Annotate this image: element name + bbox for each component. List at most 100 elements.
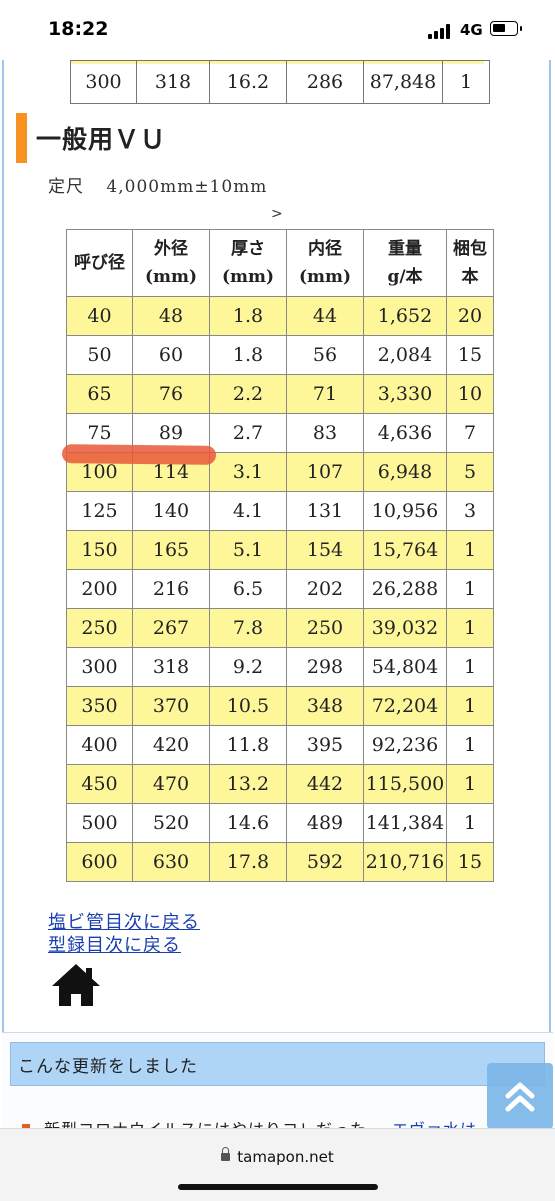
table-cell: 395 <box>286 725 364 765</box>
table-row: 125 140 4.1 131 10,956 3 <box>66 491 494 531</box>
table-cell: 1 <box>446 608 494 648</box>
status-time: 18:22 <box>48 18 109 40</box>
table-row: 150 165 5.1 154 15,764 1 <box>66 530 494 570</box>
table-cell: 6.5 <box>209 569 287 609</box>
col-header-nominal-size: 呼び径 <box>66 229 133 297</box>
table-cell: 442 <box>286 764 364 804</box>
table-row: 250 267 7.8 250 39,032 1 <box>66 608 494 648</box>
table-row: 450 470 13.2 442 115,500 1 <box>66 764 494 804</box>
table-row: 50 60 1.8 56 2,084 15 <box>66 335 494 375</box>
table-cell: 400 <box>66 725 133 765</box>
table-cell: 92,236 <box>363 725 447 765</box>
table-cell: 26,288 <box>363 569 447 609</box>
table-cell: 2,084 <box>363 335 447 375</box>
table-cell: 202 <box>286 569 364 609</box>
table-cell: 489 <box>286 803 364 843</box>
standard-length-note: 定尺 4,000mm±10mm <box>48 172 267 197</box>
table-cell: 1 <box>442 60 490 104</box>
scroll-to-top-button[interactable] <box>487 1063 553 1129</box>
table-row: 600 630 17.8 592 210,716 15 <box>66 842 494 882</box>
table-cell: 154 <box>286 530 364 570</box>
section-title: 一般用ＶＵ <box>36 125 167 154</box>
previous-table-fragment: 300 318 16.2 286 87,848 1 <box>70 60 490 104</box>
back-to-pvc-index-link[interactable]: 塩ビ管目次に戻る <box>48 912 200 933</box>
table-cell: 200 <box>66 569 133 609</box>
table-cell: 48 <box>132 296 210 336</box>
table-cell: 1 <box>446 530 494 570</box>
table-cell: 300 <box>66 647 133 687</box>
table-row: 400 420 11.8 395 92,236 1 <box>66 725 494 765</box>
table-row: 300 318 16.2 286 87,848 1 <box>70 60 490 104</box>
table-cell: 87,848 <box>363 60 443 104</box>
table-cell: 1 <box>446 803 494 843</box>
table-cell: 60 <box>132 335 210 375</box>
table-cell: 5 <box>446 452 494 492</box>
table-cell: 10,956 <box>363 491 447 531</box>
table-cell: 14.6 <box>209 803 287 843</box>
table-cell: 72,204 <box>363 686 447 726</box>
lock-icon <box>221 1147 231 1161</box>
content-frame <box>2 60 551 1135</box>
table-cell: 44 <box>286 296 364 336</box>
table-cell: 1 <box>446 647 494 687</box>
table-cell: 140 <box>132 491 210 531</box>
home-indicator[interactable] <box>178 1184 378 1190</box>
table-row: 300 318 9.2 298 54,804 1 <box>66 647 494 687</box>
col-header-outer-diameter: 外径 (mm) <box>132 229 210 297</box>
signal-strength-icon <box>428 23 454 39</box>
table-cell: 1,652 <box>363 296 447 336</box>
table-cell: 125 <box>66 491 133 531</box>
home-icon[interactable] <box>50 962 102 1008</box>
scroll-hint-arrow: > <box>271 206 283 222</box>
table-cell: 115,500 <box>363 764 447 804</box>
table-row: 200 216 6.5 202 26,288 1 <box>66 569 494 609</box>
col-header-weight: 重量 g/本 <box>363 229 447 297</box>
browser-url-bar[interactable] <box>0 1128 555 1201</box>
table-cell: 107 <box>286 452 364 492</box>
table-cell: 15 <box>446 335 494 375</box>
table-cell: 65 <box>66 374 133 414</box>
table-cell: 3.1 <box>209 452 287 492</box>
updates-heading: こんな更新をしました <box>18 1057 198 1077</box>
table-cell: 13.2 <box>209 764 287 804</box>
table-cell: 216 <box>132 569 210 609</box>
table-cell: 318 <box>132 647 210 687</box>
col-header-thickness: 厚さ (mm) <box>209 229 287 297</box>
section-accent-bar <box>16 113 27 163</box>
table-cell: 4,636 <box>363 413 447 453</box>
table-cell: 54,804 <box>363 647 447 687</box>
table-cell: 71 <box>286 374 364 414</box>
url-display[interactable]: tamapon.net <box>0 1147 555 1166</box>
table-cell: 10.5 <box>209 686 287 726</box>
table-cell: 520 <box>132 803 210 843</box>
table-body: 40 48 1.8 44 1,652 20 50 60 1.8 56 2,084 15 65 76 2.2 7… <box>66 296 494 882</box>
highlight-marker-stroke <box>61 444 217 465</box>
table-cell: 7 <box>446 413 494 453</box>
table-cell: 592 <box>286 842 364 882</box>
table-cell: 298 <box>286 647 364 687</box>
table-row: 500 520 14.6 489 141,384 1 <box>66 803 494 843</box>
table-cell: 165 <box>132 530 210 570</box>
table-cell: 83 <box>286 413 364 453</box>
table-cell: 10 <box>446 374 494 414</box>
table-cell: 56 <box>286 335 364 375</box>
col-header-inner-diameter: 内径 (mm) <box>286 229 364 297</box>
table-cell: 1.8 <box>209 335 287 375</box>
table-cell: 1 <box>446 764 494 804</box>
table-cell: 1.8 <box>209 296 287 336</box>
standard-length-label: 定尺 <box>48 177 84 197</box>
table-cell: 16.2 <box>209 60 287 104</box>
table-cell: 318 <box>136 60 210 104</box>
vu-spec-table: 呼び径 外径 (mm) 厚さ (mm) 内径 (mm) 重量 g/本 梱包本 40 48 1… <box>66 229 494 882</box>
status-bar: 18:22 4G <box>0 0 555 60</box>
table-row: 65 76 2.2 71 3,330 10 <box>66 374 494 414</box>
table-cell: 2.2 <box>209 374 287 414</box>
table-cell: 3 <box>446 491 494 531</box>
back-to-catalog-index-link[interactable]: 型録目次に戻る <box>48 935 181 956</box>
table-row: 40 48 1.8 44 1,652 20 <box>66 296 494 336</box>
table-cell: 15,764 <box>363 530 447 570</box>
table-cell: 630 <box>132 842 210 882</box>
table-cell: 150 <box>66 530 133 570</box>
table-cell: 6,948 <box>363 452 447 492</box>
table-cell: 17.8 <box>209 842 287 882</box>
